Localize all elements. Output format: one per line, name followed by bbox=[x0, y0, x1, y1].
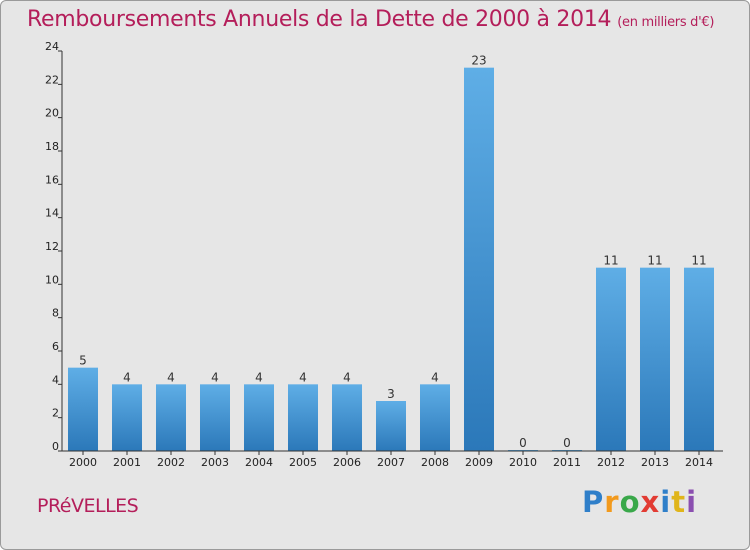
logo-letter: P bbox=[582, 485, 605, 519]
y-tick-label: 14 bbox=[45, 207, 59, 220]
bar-2008 bbox=[420, 384, 450, 451]
y-tick-label: 4 bbox=[52, 373, 59, 386]
logo-letter: r bbox=[604, 485, 620, 519]
bars bbox=[68, 67, 714, 452]
data-label-2007: 3 bbox=[387, 387, 395, 401]
x-tick-label-2002: 2002 bbox=[157, 456, 185, 469]
x-tick-label-2000: 2000 bbox=[69, 456, 97, 469]
y-tick-label: 8 bbox=[52, 307, 59, 320]
data-labels: 5 4 4 4 4 4 4 3 4 23 0 0 11 11 11 bbox=[79, 54, 706, 450]
x-tick-label-2003: 2003 bbox=[201, 456, 229, 469]
data-label-2008: 4 bbox=[431, 370, 439, 384]
bar-2004 bbox=[244, 384, 274, 451]
logo-letter: o bbox=[619, 485, 641, 519]
y-tick-label: 20 bbox=[45, 107, 59, 120]
y-tick-label: 12 bbox=[45, 240, 59, 253]
y-tick-label: 18 bbox=[45, 140, 59, 153]
proxiti-logo: Proxiti bbox=[582, 485, 697, 519]
bar-2002 bbox=[156, 384, 186, 451]
y-tick-label: 10 bbox=[45, 273, 59, 286]
data-label-2014: 11 bbox=[691, 254, 706, 268]
data-label-2010: 0 bbox=[519, 436, 527, 450]
data-label-2006: 4 bbox=[343, 370, 351, 384]
chart-title: Remboursements Annuels de la Dette de 20… bbox=[27, 7, 714, 32]
x-tick-label-2014: 2014 bbox=[685, 456, 713, 469]
x-axis: 2000 2001 2002 2003 2004 2005 2006 2007 2008 2009… bbox=[62, 450, 723, 469]
data-label-2009: 23 bbox=[471, 54, 486, 68]
x-tick-label-2006: 2006 bbox=[333, 456, 361, 469]
x-tick-label-2010: 2010 bbox=[509, 456, 537, 469]
bar-2006 bbox=[332, 384, 362, 451]
x-tick-label-2001: 2001 bbox=[113, 456, 141, 469]
logo-letter: i bbox=[686, 485, 698, 519]
x-tick-label-2004: 2004 bbox=[245, 456, 273, 469]
data-label-2012: 11 bbox=[603, 254, 618, 268]
bar-2014 bbox=[684, 267, 714, 451]
x-tick-label-2007: 2007 bbox=[377, 456, 405, 469]
title-text: Remboursements Annuels de la Dette de 20… bbox=[27, 7, 612, 32]
data-label-2000: 5 bbox=[79, 354, 87, 368]
logo-letter: i bbox=[660, 485, 672, 519]
y-tick-label: 6 bbox=[52, 340, 59, 353]
y-tick-label: 16 bbox=[45, 173, 59, 186]
bar-2007 bbox=[376, 401, 406, 451]
bar-2009 bbox=[464, 67, 494, 452]
y-tick-label: 0 bbox=[52, 440, 59, 453]
bar-2001 bbox=[112, 384, 142, 451]
data-label-2011: 0 bbox=[563, 436, 571, 450]
data-label-2001: 4 bbox=[123, 370, 131, 384]
unit-note: (en milliers d'€) bbox=[617, 15, 715, 30]
data-label-2002: 4 bbox=[167, 370, 175, 384]
x-tick-label-2009: 2009 bbox=[465, 456, 493, 469]
data-label-2004: 4 bbox=[255, 370, 263, 384]
logo-letter: x bbox=[640, 485, 661, 519]
data-label-2013: 11 bbox=[647, 254, 662, 268]
bar-2013 bbox=[640, 267, 670, 451]
bar-2005 bbox=[288, 384, 318, 451]
x-tick-label-2008: 2008 bbox=[421, 456, 449, 469]
data-label-2003: 4 bbox=[211, 370, 219, 384]
y-tick-label: 22 bbox=[45, 73, 59, 86]
x-tick-label-2005: 2005 bbox=[289, 456, 317, 469]
x-tick-label-2011: 2011 bbox=[553, 456, 581, 469]
bar-2000 bbox=[68, 367, 98, 451]
commune-name: PRéVELLES bbox=[37, 495, 139, 517]
bar-2012 bbox=[596, 267, 626, 451]
x-tick-label-2013: 2013 bbox=[641, 456, 669, 469]
bar-2003 bbox=[200, 384, 230, 451]
y-tick-label: 24 bbox=[45, 40, 59, 53]
y-tick-label: 2 bbox=[52, 407, 59, 420]
x-tick-label-2012: 2012 bbox=[597, 456, 625, 469]
logo-letter: t bbox=[671, 485, 687, 519]
data-label-2005: 4 bbox=[299, 370, 307, 384]
